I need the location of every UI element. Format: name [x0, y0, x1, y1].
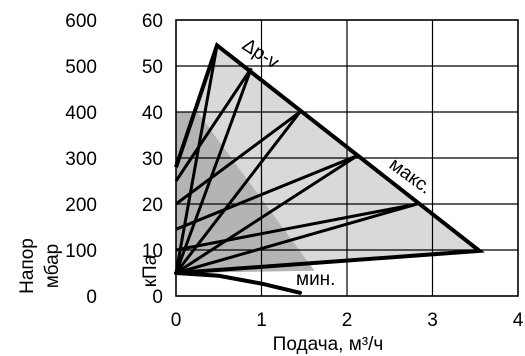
y-axis-title-kpa: кПа — [140, 254, 161, 287]
dp-v-steep-line — [175, 202, 418, 252]
y-tick-label-kpa: 50 — [142, 57, 163, 78]
y-tick-label-mbar: 400 — [65, 103, 97, 124]
min-curve-line — [174, 271, 302, 295]
y-tick-label-kpa: 10 — [142, 241, 163, 262]
dp-v-line — [174, 67, 253, 274]
dp-v-steep-line — [175, 110, 301, 206]
plot-frame — [175, 19, 519, 297]
y-tick-label-kpa: 30 — [142, 149, 163, 170]
max-curve-line — [174, 41, 485, 275]
x-tick-label: 0 — [171, 310, 182, 331]
y-tick-label-mbar: 0 — [86, 287, 97, 308]
dp-v-steep-line — [174, 67, 253, 182]
inner-region — [176, 112, 315, 273]
x-axis-title: Подача, м³/ч — [273, 334, 384, 355]
y-tick-label-mbar: 600 — [65, 11, 97, 32]
y-tick-label-kpa: 20 — [142, 195, 163, 216]
dp-v-steep-line — [175, 154, 358, 231]
y-tick-label-mbar: 500 — [65, 57, 97, 78]
x-tick-label: 2 — [342, 310, 353, 331]
y-tick-label-kpa: 40 — [142, 103, 163, 124]
x-tick-label: 4 — [513, 310, 524, 331]
dp-v-line — [175, 154, 359, 275]
x-tick-label: 1 — [256, 310, 267, 331]
x-tick-label: 3 — [427, 310, 438, 331]
y-tick-label-mbar: 100 — [65, 241, 97, 262]
dp-v-line — [174, 45, 219, 274]
y-axis-title-line2: мбар — [42, 244, 63, 288]
y-tick-label-kpa: 0 — [152, 287, 163, 308]
dp-v-line — [175, 202, 418, 275]
y-tick-label-mbar: 200 — [65, 195, 97, 216]
y-tick-label-kpa: 60 — [142, 11, 163, 32]
y-axis-title-line1: Напор — [17, 238, 38, 294]
y-tick-label-mbar: 300 — [65, 149, 97, 170]
min-label: мин. — [296, 269, 335, 290]
